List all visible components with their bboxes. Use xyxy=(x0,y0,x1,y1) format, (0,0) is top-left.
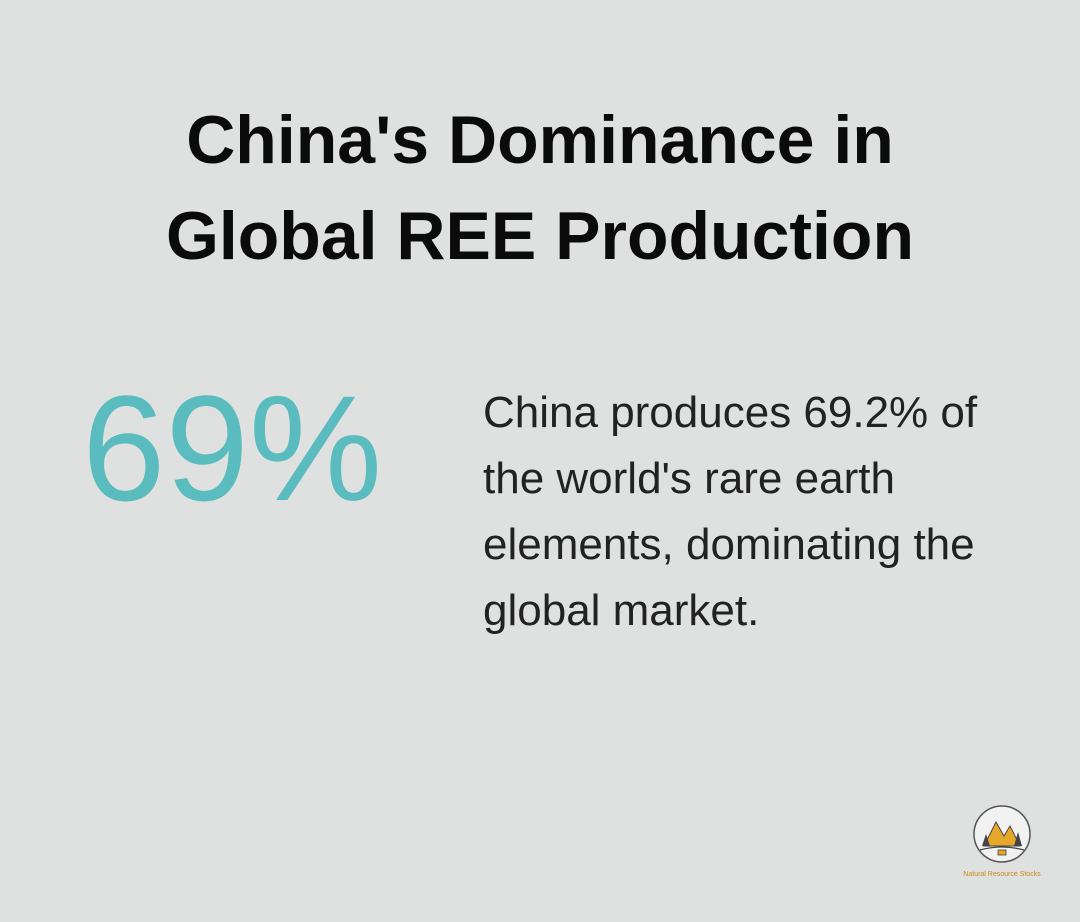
logo-text: Natural Resource Stocks xyxy=(963,871,1041,878)
logo: Natural Resource Stocks xyxy=(962,804,1042,878)
stat-description: China produces 69.2% of the world's rare… xyxy=(483,388,978,635)
logo-icon xyxy=(973,805,1031,863)
stat-value: 69% xyxy=(82,364,383,532)
title: China's Dominance in Global REE Producti… xyxy=(165,102,915,274)
